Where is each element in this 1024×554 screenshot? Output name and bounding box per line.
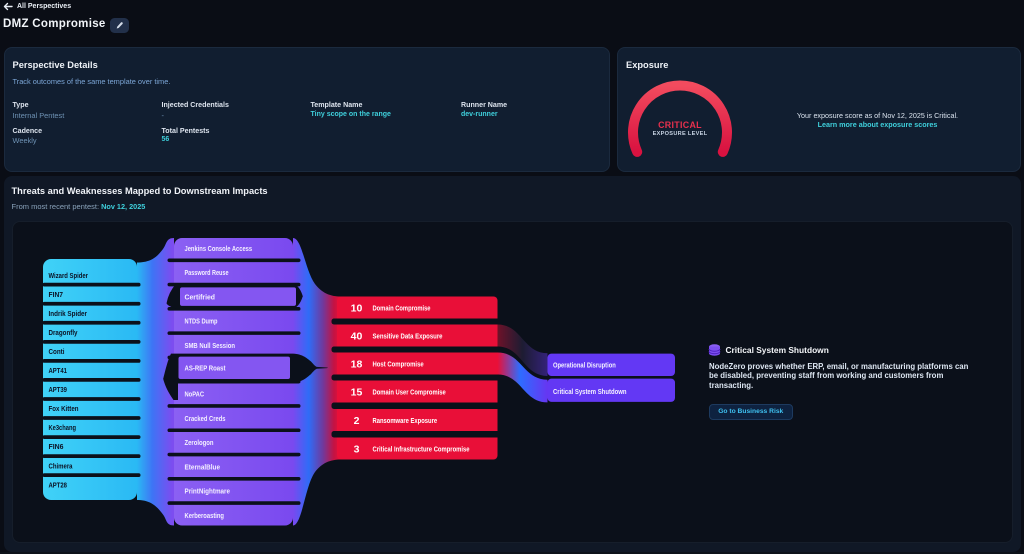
svg-text:Sensitive Data Exposure: Sensitive Data Exposure [373, 331, 443, 340]
svg-text:APT39: APT39 [49, 387, 68, 394]
svg-text:Chimera: Chimera [49, 463, 73, 470]
svg-text:Ransomware Exposure: Ransomware Exposure [373, 416, 438, 425]
svg-text:NTDS Dump: NTDS Dump [185, 317, 218, 326]
svg-text:Conti: Conti [49, 349, 65, 356]
svg-text:SMB Null Session: SMB Null Session [185, 341, 236, 350]
svg-text:Cracked Creds: Cracked Creds [185, 414, 226, 423]
svg-text:PrintNightmare: PrintNightmare [185, 487, 231, 496]
svg-text:Domain Compromise: Domain Compromise [373, 303, 431, 312]
svg-text:Ke3chang: Ke3chang [49, 425, 77, 432]
svg-text:FIN6: FIN6 [49, 444, 64, 451]
svg-text:2: 2 [354, 415, 360, 427]
svg-text:AS-REP Roast: AS-REP Roast [185, 364, 227, 373]
svg-text:Certifried: Certifried [185, 292, 216, 301]
svg-text:Critical Infrastructure Compro: Critical Infrastructure Compromise [373, 444, 470, 453]
svg-text:Host Compromise: Host Compromise [373, 359, 424, 368]
svg-text:NoPAC: NoPAC [185, 390, 205, 399]
svg-text:Zerologon: Zerologon [185, 438, 214, 447]
svg-text:15: 15 [351, 386, 363, 398]
svg-text:Domain User Compromise: Domain User Compromise [373, 387, 446, 396]
svg-text:Critical System Shutdown: Critical System Shutdown [553, 389, 627, 396]
svg-text:Password Reuse: Password Reuse [185, 268, 229, 277]
svg-text:APT41: APT41 [49, 368, 68, 375]
svg-text:Kerberoasting: Kerberoasting [185, 511, 225, 520]
svg-text:Wizard Spider: Wizard Spider [49, 273, 89, 280]
svg-text:40: 40 [351, 330, 363, 342]
svg-text:FIN7: FIN7 [49, 292, 64, 299]
svg-text:EternalBlue: EternalBlue [185, 462, 221, 471]
svg-text:18: 18 [351, 358, 363, 370]
svg-text:APT28: APT28 [49, 482, 68, 489]
svg-text:Indrik Spider: Indrik Spider [49, 311, 88, 318]
svg-text:10: 10 [351, 302, 363, 314]
svg-text:Dragonfly: Dragonfly [49, 330, 78, 337]
svg-text:Jenkins Console Access: Jenkins Console Access [185, 244, 253, 253]
svg-text:Fox Kitten: Fox Kitten [49, 406, 79, 413]
svg-text:3: 3 [354, 443, 360, 455]
svg-text:Operational Disruption: Operational Disruption [553, 363, 616, 370]
